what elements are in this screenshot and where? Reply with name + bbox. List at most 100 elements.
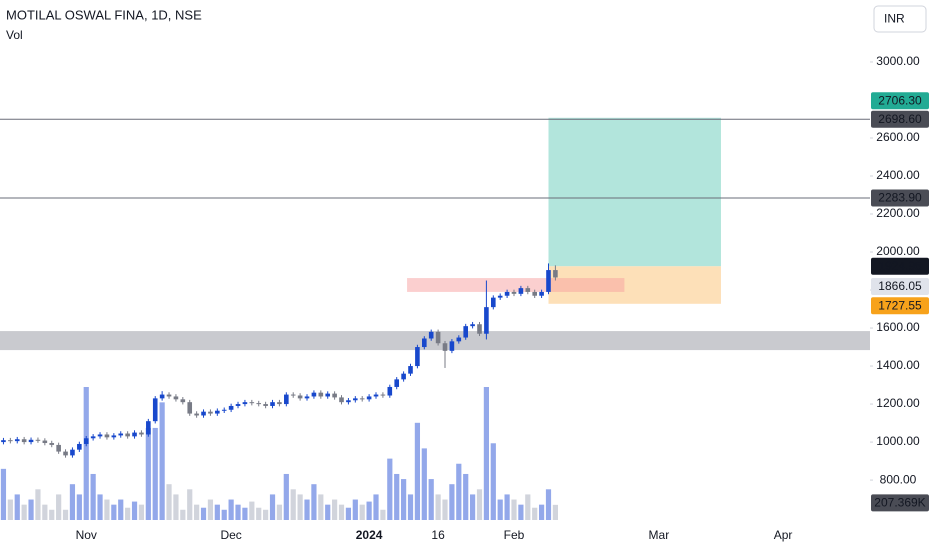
candle-body xyxy=(208,411,213,414)
volume-bar xyxy=(152,427,158,520)
volume-bar xyxy=(21,504,27,520)
volume-bar xyxy=(194,504,200,520)
candle-body xyxy=(235,404,241,406)
volume-bar xyxy=(421,448,427,520)
volume-bar xyxy=(263,509,269,520)
volume-bar xyxy=(428,479,434,520)
volume-bar xyxy=(387,458,393,520)
candle-body xyxy=(325,393,331,397)
volume-bar xyxy=(497,499,503,520)
volume-bar xyxy=(69,484,76,520)
y-tick-label: 3000.00 xyxy=(876,54,920,68)
currency-label[interactable]: INR xyxy=(884,12,905,26)
volume-bar xyxy=(0,468,7,520)
volume-bar xyxy=(435,494,441,520)
chart-title: MOTILAL OSWAL FINA, 1D, NSE xyxy=(6,7,202,22)
candle-body xyxy=(284,394,289,405)
volume-bar xyxy=(380,509,386,520)
stop-price-label-box xyxy=(871,297,929,315)
candle-body xyxy=(42,440,48,444)
entry-price-label-box xyxy=(871,257,929,275)
volume-bar xyxy=(249,501,255,520)
candle-body xyxy=(152,398,158,422)
y-tick-label: 2200.00 xyxy=(876,206,920,220)
candle-body xyxy=(49,443,55,445)
candle-body xyxy=(159,394,165,399)
volume-bar xyxy=(518,504,524,520)
candle-body xyxy=(201,411,206,416)
volume-bar xyxy=(290,489,296,520)
y-tick-label: 1000.00 xyxy=(876,434,920,448)
price-axis: 800.001000.001200.001400.001600.001800.0… xyxy=(870,54,929,512)
volume-bar xyxy=(456,463,462,520)
candle-body xyxy=(318,392,324,397)
volume-bar xyxy=(449,484,455,520)
x-tick-label: Nov xyxy=(76,528,97,542)
volume-bar xyxy=(145,427,151,520)
volume-bar xyxy=(138,504,145,520)
volume-bar xyxy=(394,473,400,520)
plot-area: Nov Dec 2024 16 Feb Mar Apr xyxy=(0,117,870,542)
volume-bar xyxy=(373,494,379,520)
candle-body xyxy=(90,436,96,439)
target-price-label: 2706.30 xyxy=(878,93,922,107)
candle-body xyxy=(173,396,179,400)
candle-body xyxy=(449,341,455,351)
candle-body xyxy=(277,402,282,405)
volume-bar xyxy=(476,489,483,520)
stop-price-label: 1727.55 xyxy=(878,298,922,312)
candle-body xyxy=(194,413,199,416)
volume-bar xyxy=(414,422,421,520)
volume-bar xyxy=(401,479,407,520)
volume-bar xyxy=(304,499,310,520)
volume-bar xyxy=(97,494,103,520)
candle-body xyxy=(504,291,510,296)
candle-body xyxy=(304,396,310,399)
volume-bar xyxy=(525,494,531,520)
candle-body xyxy=(484,307,489,334)
volume-bar xyxy=(14,494,20,520)
candle-body xyxy=(353,398,358,401)
candle-body xyxy=(56,444,61,452)
volume-bar xyxy=(221,509,227,520)
y-tick-label: 2400.00 xyxy=(876,168,920,182)
candle-body xyxy=(139,432,144,435)
candle-body xyxy=(166,394,172,397)
candle-body xyxy=(35,439,41,441)
candle-body xyxy=(187,402,193,414)
volume-bar xyxy=(42,504,48,520)
x-tick-label: Dec xyxy=(220,528,241,542)
candle-body xyxy=(380,394,386,396)
y-tick-label: 1200.00 xyxy=(876,396,920,410)
y-tick-label: 1400.00 xyxy=(876,358,920,372)
volume-bar xyxy=(269,494,276,520)
candle-body xyxy=(456,337,462,342)
volume-bar xyxy=(318,494,324,520)
volume-bar xyxy=(90,473,96,520)
volume-bar xyxy=(214,504,220,520)
y-tick-label: 1600.00 xyxy=(876,320,920,334)
y-tick-label: 2000.00 xyxy=(876,244,920,258)
currency-button[interactable] xyxy=(873,5,927,33)
volume-bar xyxy=(463,473,469,520)
candle-body xyxy=(77,443,82,450)
volume-bar xyxy=(200,507,207,520)
volume-bar xyxy=(173,494,179,520)
volume-bar xyxy=(366,501,372,520)
volume-bar xyxy=(311,484,317,520)
volume-bar xyxy=(131,501,138,520)
x-tick-label: Apr xyxy=(774,528,793,542)
candle-body xyxy=(477,324,482,334)
volume-bar xyxy=(276,504,283,520)
candle-body xyxy=(118,433,124,436)
volume-bar xyxy=(332,499,338,520)
candle-body xyxy=(263,404,268,406)
candle-body xyxy=(532,291,537,296)
volume-bar xyxy=(104,499,110,520)
level-price-label-box xyxy=(871,110,929,128)
candle-body xyxy=(422,338,427,348)
candle-body xyxy=(497,295,503,298)
volume-bar xyxy=(118,499,124,520)
candle-body xyxy=(83,438,89,444)
